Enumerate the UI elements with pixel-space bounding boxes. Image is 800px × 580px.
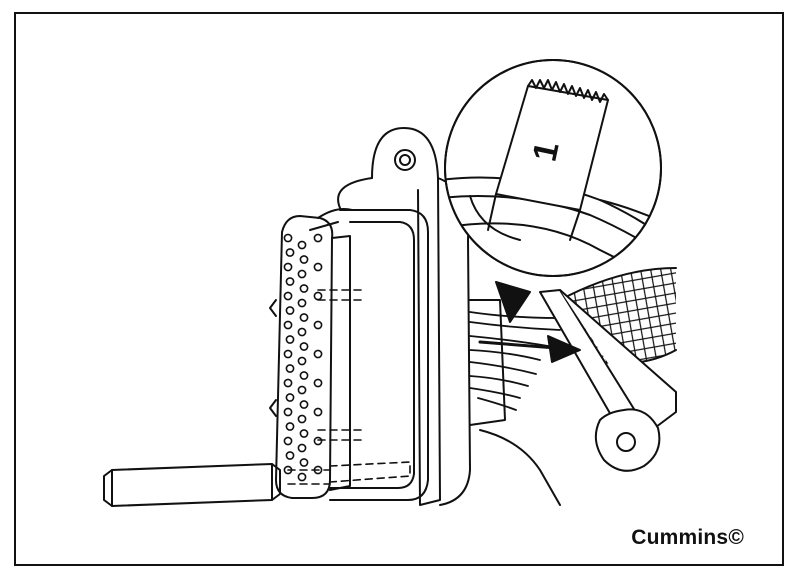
pin-cavity [283, 349, 293, 359]
arrow-down-icon [495, 281, 531, 323]
pin-cavity [285, 306, 295, 315]
pin-cavity [285, 422, 295, 431]
pin-cavity [297, 443, 307, 453]
pin-cavity [299, 255, 309, 264]
pin-cavity [313, 233, 323, 243]
pin-cavity [285, 364, 295, 373]
pin-cavity [297, 356, 307, 366]
connector-shell [309, 208, 429, 501]
pin-cavity [297, 298, 307, 308]
pin-cavity [299, 342, 309, 351]
pin-cavity [283, 320, 293, 330]
pin-cavity [285, 248, 295, 257]
pin-cavity [313, 291, 323, 301]
pick-tool [539, 289, 677, 472]
pin-cavity [297, 472, 307, 482]
pin-cavity [297, 414, 307, 424]
wire-bundle [469, 311, 561, 411]
pin-cavity [297, 385, 307, 395]
pin-cavity [313, 262, 323, 272]
pin-cavity [313, 378, 323, 388]
pin-cavity [297, 327, 307, 337]
pin-cavity [285, 335, 295, 344]
pin-cavity [313, 320, 323, 330]
hidden-outline [287, 289, 411, 485]
locking-bar [103, 463, 281, 507]
pin-cavity [299, 400, 309, 409]
pin-cavity [313, 407, 323, 417]
pin-cavity [299, 284, 309, 293]
pin-cavity [285, 451, 295, 460]
pin-cavity [283, 233, 293, 243]
pin-cavity [297, 269, 307, 279]
mounting-hole [394, 149, 416, 171]
pin-cavity [285, 277, 295, 286]
insertion-arrows [478, 281, 581, 363]
pin-cavity [299, 313, 309, 322]
pin-cavity [313, 436, 323, 446]
connector-pins [283, 233, 323, 482]
copyright-credit: Cummins© [631, 526, 744, 549]
magnified-inset [444, 59, 662, 277]
pin-cavity [313, 349, 323, 359]
pin-cavity [283, 407, 293, 417]
arrow-right-icon [547, 335, 581, 363]
pin-cavity [283, 378, 293, 388]
pin-cavity [283, 291, 293, 301]
connector-face [269, 215, 351, 499]
pin-cavity [285, 393, 295, 402]
pin-cavity [297, 240, 307, 250]
pin-cavity [299, 371, 309, 380]
pin-cavity [299, 429, 309, 438]
pin-cavity [299, 458, 309, 467]
pin-cavity [283, 436, 293, 446]
pin-cavity [283, 262, 293, 272]
